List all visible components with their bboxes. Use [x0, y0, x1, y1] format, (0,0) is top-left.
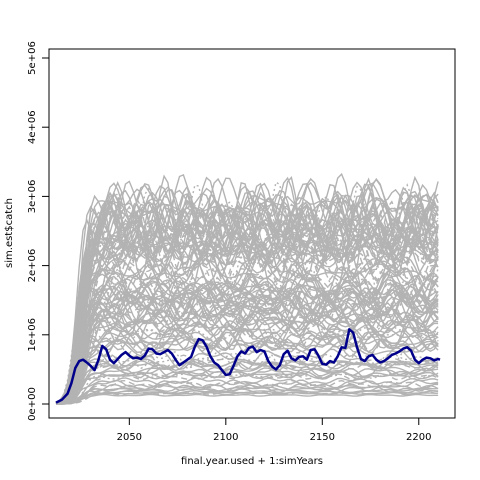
simulation-line [55, 275, 439, 404]
simulation-line [55, 295, 439, 405]
simulation-line [55, 319, 439, 405]
median-line [55, 328, 441, 404]
simulation-line [55, 227, 439, 405]
simulation-line [55, 317, 439, 405]
simulation-line [55, 178, 439, 404]
simulation-line [55, 227, 439, 404]
simulation-line [55, 201, 439, 405]
simulation-line [55, 330, 439, 405]
y-tick-label: 3e+06 [27, 180, 38, 214]
simulation-line [55, 257, 439, 405]
simulation-line [55, 254, 439, 405]
x-tick-label: 2200 [406, 432, 431, 443]
x-axis: 2050 2100 2150 2200 [117, 418, 432, 443]
simulation-line [55, 181, 439, 405]
simulation-line [55, 308, 439, 405]
plot-box [48, 48, 456, 419]
simulation-line [55, 216, 439, 404]
simulation-line [55, 290, 439, 405]
simulation-line [55, 182, 439, 405]
simulation-line [55, 252, 439, 404]
simulation-line [56, 384, 439, 405]
y-tick-label: 0e+00 [27, 387, 38, 421]
y-axis: 0e+00 1e+06 2e+06 3e+06 4e+06 5e+06 [27, 41, 49, 421]
simulation-line [55, 250, 439, 405]
simulation-line [55, 271, 439, 405]
simulation-line [55, 312, 439, 405]
x-tick-label: 2050 [117, 432, 142, 443]
simulation-line [55, 292, 439, 405]
y-tick-label: 5e+06 [27, 41, 38, 75]
simulation-line [55, 352, 439, 405]
simulation-line [55, 393, 439, 405]
simulation-line [55, 197, 439, 405]
simulation-line [55, 377, 439, 405]
y-axis-title: sim.est$catch [4, 198, 15, 268]
y-tick-label: 1e+06 [27, 318, 38, 352]
y-tick-label: 2e+06 [27, 249, 38, 283]
y-tick-label: 4e+06 [27, 110, 38, 144]
simulation-line [55, 208, 439, 405]
simulation-line [55, 357, 439, 405]
simulation-line [55, 379, 439, 405]
simulation-line [55, 324, 439, 405]
simulation-line [55, 197, 439, 404]
simulation-line [55, 372, 439, 405]
simulation-line [55, 185, 439, 404]
simulation-line [55, 311, 439, 405]
simulation-line [55, 361, 439, 405]
simulation-line [55, 383, 439, 405]
simulation-line [55, 177, 439, 404]
median-series [55, 328, 441, 404]
x-tick-label: 2100 [213, 432, 238, 443]
simulation-line [56, 390, 439, 405]
x-axis-title: final.year.used + 1:simYears [181, 456, 323, 467]
simulation-lines [55, 172, 439, 405]
simulation-line [55, 373, 439, 405]
simulation-line [55, 246, 439, 405]
simulation-line [55, 189, 439, 405]
x-tick-label: 2150 [310, 432, 335, 443]
simulation-line [55, 347, 439, 405]
